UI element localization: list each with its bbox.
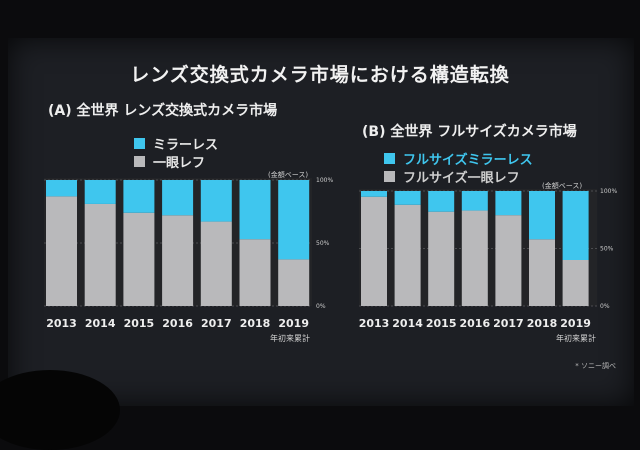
chart-a-x-tick-label: 2019 <box>278 317 309 330</box>
legend-b-dslr: フルサイズ一眼レフ <box>384 167 520 186</box>
chart-a-bar-mirrorless-2013 <box>46 180 77 197</box>
chart-a-bar-mirrorless-2017 <box>200 180 232 222</box>
chart-b-bar-dslr-2013 <box>361 196 387 306</box>
legend-b-dslr-label: フルサイズ一眼レフ <box>403 171 520 186</box>
chart-a-bar-dslr-2018 <box>239 239 271 306</box>
legend-a-mirrorless: ミラーレス <box>134 134 218 153</box>
chart-a-y-tick-label: 0% <box>316 303 326 310</box>
slide-footnote: * ソニー調べ <box>575 362 616 370</box>
chart-a-bar-dslr-2019 <box>278 259 310 306</box>
chart-a-bar-dslr-2013 <box>46 196 77 306</box>
chart-b-bar-mirrorless-2014 <box>394 191 421 205</box>
chart-a-bar-dslr-2014 <box>84 203 116 306</box>
charts-canvas: 100%50%0%2013 2014 2015 2016 2017 2018 2019100… <box>44 177 617 330</box>
legend-b-mirrorless: フルサイズミラーレス <box>384 149 533 168</box>
chart-a-bar-dslr-2017 <box>200 221 232 306</box>
chart-b-x-tick-label: 2017 <box>493 317 524 330</box>
legend-a-dslr: 一眼レフ <box>134 152 205 171</box>
legend-a-dslr-label: 一眼レフ <box>153 156 206 171</box>
chart-b-title: (B) 全世界 フルサイズカメラ市場 <box>362 124 577 140</box>
chart-a-bar-mirrorless-2019 <box>278 180 310 260</box>
chart-a-bar-mirrorless-2018 <box>239 180 271 240</box>
chart-b-bar-dslr-2014 <box>394 204 421 306</box>
chart-a-x-tick-label: 2015 <box>124 317 155 330</box>
chart-b-x-tick-label: 2016 <box>459 317 490 330</box>
chart-b-bar-dslr-2015 <box>428 211 455 306</box>
chart-a-bar-dslr-2015 <box>123 212 155 306</box>
chart-a-x-tick-label: 2017 <box>201 317 232 330</box>
chart-a-unit-note: (金額ベース) <box>268 171 309 179</box>
legend-b-mirrorless-swatch <box>384 153 395 164</box>
slide-title: レンズ交換式カメラ市場における構造転換 <box>130 64 510 86</box>
chart-a-y-tick-label: 50% <box>316 240 330 247</box>
chart-b-unit-note: (金額ベース) <box>542 182 583 190</box>
chart-b-bar-dslr-2019 <box>562 260 589 306</box>
chart-b-bar-mirrorless-2017 <box>495 191 522 216</box>
chart-b-y-tick-label: 50% <box>600 246 614 253</box>
chart-b-y-tick-label: 100% <box>600 188 617 195</box>
legend-b-mirrorless-label: フルサイズミラーレス <box>403 153 533 168</box>
chart-b-bar-mirrorless-2013 <box>361 191 387 197</box>
chart-b-x-tick-label: 2015 <box>426 317 457 330</box>
legend-b-dslr-swatch <box>384 171 395 182</box>
chart-b-x-tick-label: 2018 <box>527 317 558 330</box>
chart-b-category-note: 年初来累計 <box>556 334 596 343</box>
chart-a-x-tick-label: 2018 <box>240 317 271 330</box>
chart-b-y-tick-label: 0% <box>600 303 610 310</box>
chart-a-bar-mirrorless-2015 <box>123 180 155 213</box>
chart-b-bar-dslr-2017 <box>495 215 522 306</box>
legend-a-mirrorless-swatch <box>134 138 145 149</box>
chart-b-bar-dslr-2016 <box>461 210 488 306</box>
legend-a-mirrorless-label: ミラーレス <box>153 138 219 153</box>
chart-a-bar-mirrorless-2014 <box>84 180 116 204</box>
chart-b-x-tick-label: 2019 <box>560 317 591 330</box>
chart-a-category-note: 年初来累計 <box>270 334 310 343</box>
chart-b-x-tick-label: 2014 <box>392 317 423 330</box>
chart-b-x-tick-label: 2013 <box>359 317 390 330</box>
chart-a-y-tick-label: 100% <box>316 177 333 184</box>
chart-b-bar-mirrorless-2016 <box>461 191 488 211</box>
chart-a-x-tick-label: 2016 <box>162 317 193 330</box>
chart-a-title: (A) 全世界 レンズ交換式カメラ市場 <box>48 103 278 119</box>
chart-a-bar-mirrorless-2016 <box>162 180 194 216</box>
chart-b-bar-mirrorless-2019 <box>562 191 589 260</box>
chart-a-bar-dslr-2016 <box>162 215 194 306</box>
chart-a-x-tick-label: 2013 <box>46 317 77 330</box>
chart-a-x-tick-label: 2014 <box>85 317 116 330</box>
chart-b-bar-dslr-2018 <box>529 239 555 306</box>
chart-b-bar-mirrorless-2015 <box>428 191 455 212</box>
chart-b-bar-mirrorless-2018 <box>529 191 555 240</box>
legend-a-dslr-swatch <box>134 156 145 167</box>
